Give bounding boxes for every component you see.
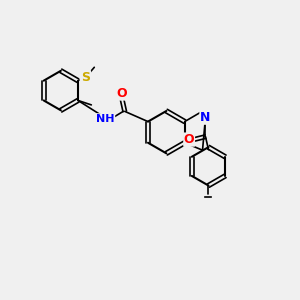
Text: O: O [184, 133, 194, 146]
Text: O: O [116, 87, 127, 100]
Text: NH: NH [96, 114, 115, 124]
Text: N: N [200, 111, 211, 124]
Text: S: S [81, 71, 90, 84]
